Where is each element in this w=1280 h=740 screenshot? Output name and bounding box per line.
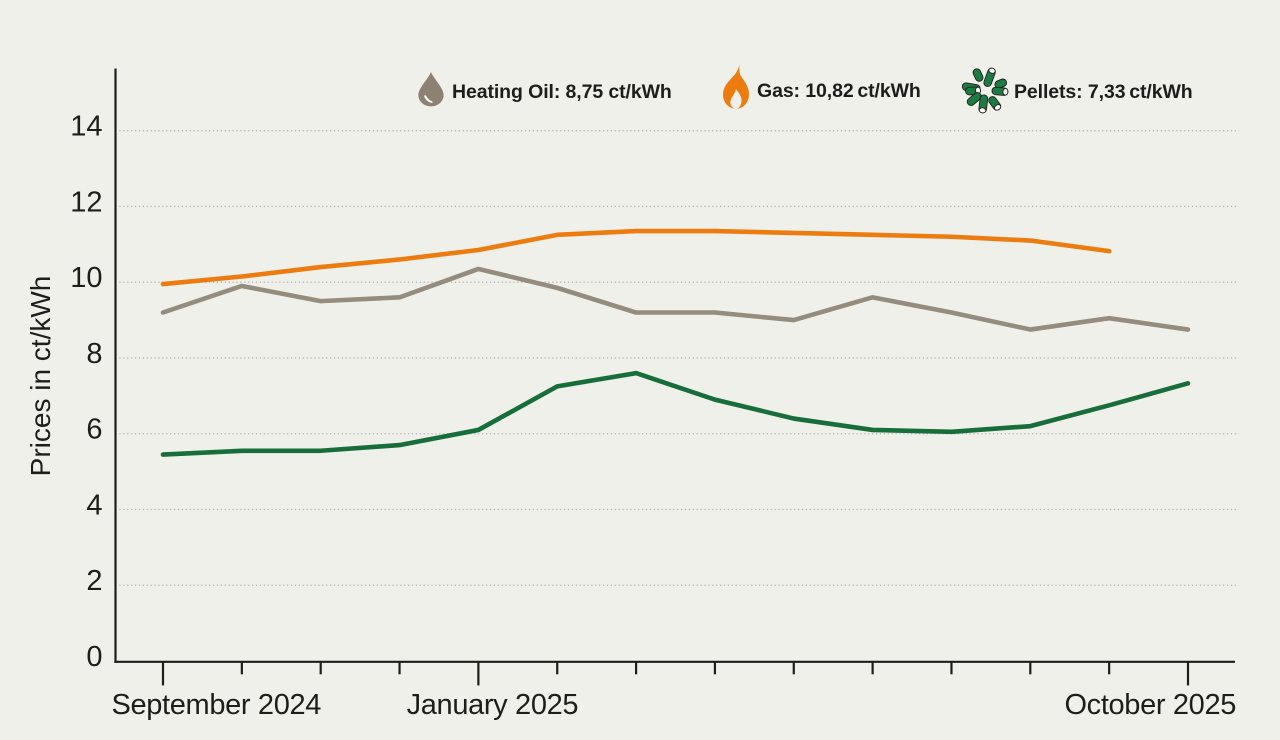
y-tick-label: 8 xyxy=(86,338,102,370)
legend-label-heating-oil: Heating Oil: 8,75 ct/kWh xyxy=(452,80,672,103)
y-tick-label: 0 xyxy=(86,641,102,673)
y-tick-label: 12 xyxy=(70,186,102,218)
legend-label-pellets: Pellets: 7,33 ct/kWh xyxy=(1014,80,1193,103)
oil-droplet-icon xyxy=(418,71,444,107)
legend-label-gas: Gas: 10,82 ct/kWh xyxy=(757,80,921,102)
x-tick-label: October 2025 xyxy=(1064,689,1236,721)
y-tick-label: 4 xyxy=(86,489,102,521)
pellets-icon xyxy=(961,63,1009,117)
flame-icon xyxy=(722,64,750,109)
y-tick-label: 10 xyxy=(70,262,102,294)
series-line-pellets xyxy=(160,370,1191,457)
series-line-heating-oil xyxy=(160,266,1191,332)
y-tick-label: 6 xyxy=(86,414,102,446)
x-tick-label: January 2025 xyxy=(407,689,579,721)
x-tick-label: September 2024 xyxy=(112,689,322,721)
legend-item-heating-oil: Heating Oil: 8,75 ct/kWh xyxy=(418,71,672,107)
legend-item-gas: Gas: 10,82 ct/kWh xyxy=(722,64,921,109)
series-line-gas xyxy=(160,228,1112,287)
legend-item-pellets: Pellets: 7,33 ct/kWh xyxy=(961,63,1193,117)
y-tick-label: 14 xyxy=(70,111,102,143)
y-tick-label: 2 xyxy=(86,565,102,597)
